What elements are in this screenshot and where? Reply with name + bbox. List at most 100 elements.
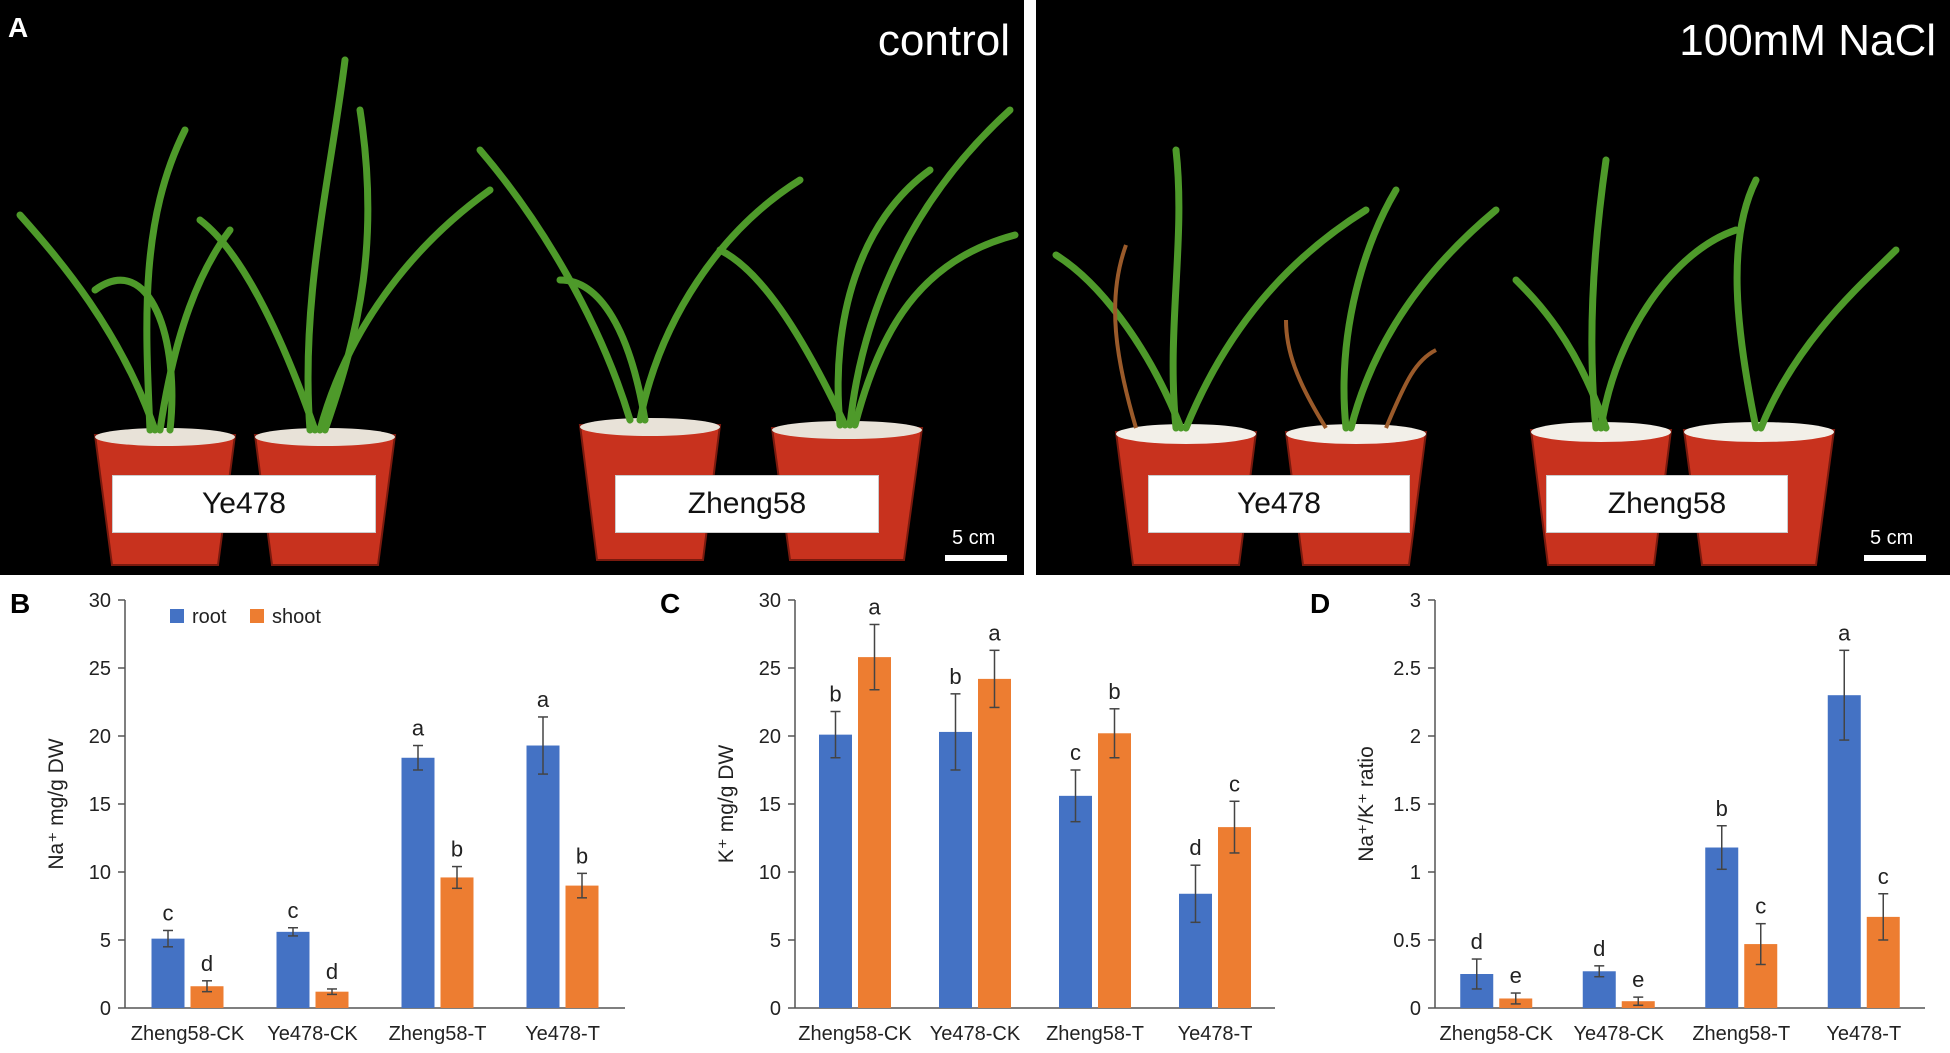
- x-tick-label: Zheng58-T: [1692, 1023, 1790, 1045]
- x-tick-label: Ye478-CK: [930, 1023, 1021, 1045]
- y-axis-label: K⁺ mg/g DW: [715, 745, 738, 864]
- significance-letter: b: [1716, 796, 1728, 821]
- significance-letter: c: [1229, 771, 1240, 796]
- significance-letter: b: [451, 837, 463, 862]
- legend-label-shoot: shoot: [272, 606, 321, 628]
- y-tick-label: 1.5: [1393, 794, 1421, 816]
- pot-label-ye478: Ye478: [112, 475, 376, 533]
- bar-root: [939, 731, 972, 1008]
- chart-b-svg: B 0 5 10 15 20 25 30 Na⁺ mg/g DW Zheng58-CK c d Ye47…: [10, 588, 625, 1045]
- significance-letter: a: [988, 620, 1001, 645]
- nacl-title: 100mM NaCl: [1679, 16, 1936, 65]
- scale-bar: [945, 555, 1007, 561]
- y-tick-label: 25: [89, 658, 111, 680]
- chart-c-svg: C 0 5 10 15 20 25 30 K⁺ mg/g DW Zheng58-CK b a Ye478…: [660, 588, 1275, 1045]
- chart-d-svg: D 0 0.5 1 1.5 2 2.5 3 Na⁺/K⁺ ratio Zheng58-CK d e Ye…: [1310, 588, 1925, 1045]
- x-tick-label: Zheng58-CK: [798, 1023, 912, 1045]
- bar-shoot: [1098, 733, 1131, 1008]
- significance-letter: a: [1838, 620, 1851, 645]
- y-tick-label: 15: [759, 794, 781, 816]
- panel-letter-b: B: [10, 588, 30, 619]
- bar-root: [1705, 847, 1739, 1008]
- y-tick-label: 20: [759, 726, 781, 748]
- significance-letter: a: [412, 716, 425, 741]
- y-axis-label: Na⁺ mg/g DW: [45, 738, 68, 869]
- scale-bar-label-nacl: 5 cm: [1870, 527, 1914, 549]
- chart-c: C 0 5 10 15 20 25 30 K⁺ mg/g DW Zheng58-CK b a Ye478…: [650, 575, 1300, 1053]
- bar-shoot: [1218, 827, 1251, 1008]
- photo-nacl: 100mM NaCl Ye478 Zheng58 5 cm: [1036, 0, 1950, 575]
- scale-bar-nacl: [1864, 555, 1926, 561]
- bar-shoot: [190, 986, 224, 1008]
- significance-letter: d: [201, 951, 213, 976]
- significance-letter: c: [288, 898, 299, 923]
- control-title: control: [877, 16, 1010, 65]
- y-tick-label: 5: [770, 930, 781, 952]
- y-tick-label: 15: [89, 794, 111, 816]
- significance-letter: a: [868, 594, 881, 619]
- y-tick-label: 0.5: [1393, 930, 1421, 952]
- bar-shoot: [315, 991, 349, 1008]
- pot-label-zheng58: Zheng58: [615, 475, 879, 533]
- y-tick-label: 30: [89, 590, 111, 612]
- significance-letter: c: [1878, 864, 1889, 889]
- significance-letter: b: [829, 682, 841, 707]
- bar-root: [151, 938, 185, 1008]
- bar-root: [819, 734, 852, 1008]
- significance-letter: d: [1471, 929, 1483, 954]
- significance-letter: b: [1108, 679, 1120, 704]
- significance-letter: d: [1593, 936, 1605, 961]
- x-tick-label: Zheng58-T: [1046, 1023, 1144, 1045]
- y-tick-label: 10: [759, 862, 781, 884]
- panel-letter-d: D: [1310, 588, 1330, 619]
- x-tick-label: Ye478-T: [1826, 1023, 1901, 1045]
- y-tick-label: 5: [100, 930, 111, 952]
- significance-letter: c: [163, 900, 174, 925]
- y-tick-label: 0: [1410, 998, 1421, 1020]
- y-tick-label: 1: [1410, 862, 1421, 884]
- x-tick-label: Ye478-CK: [1574, 1023, 1665, 1045]
- bar-root: [1827, 695, 1861, 1008]
- bar-root: [1059, 795, 1092, 1008]
- y-tick-label: 3: [1410, 590, 1421, 612]
- bar-root: [401, 757, 435, 1008]
- significance-letter: b: [576, 843, 588, 868]
- y-tick-label: 2.5: [1393, 658, 1421, 680]
- legend-swatch-shoot: [250, 609, 264, 623]
- significance-letter: c: [1070, 740, 1081, 765]
- bar-shoot: [565, 885, 599, 1008]
- legend-swatch-root: [170, 609, 184, 623]
- significance-letter: c: [1755, 894, 1766, 919]
- legend-label-root: root: [192, 606, 227, 628]
- x-tick-label: Ye478-T: [525, 1023, 600, 1045]
- chart-d: D 0 0.5 1 1.5 2 2.5 3 Na⁺/K⁺ ratio Zheng58-CK d e Ye…: [1300, 575, 1950, 1053]
- bar-shoot: [440, 877, 474, 1008]
- scale-bar-label: 5 cm: [952, 527, 996, 549]
- chart-b: B 0 5 10 15 20 25 30 Na⁺ mg/g DW Zheng58-CK c d Ye47…: [0, 575, 650, 1053]
- pot-label-zheng58-nacl: Zheng58: [1546, 475, 1788, 533]
- y-tick-label: 0: [770, 998, 781, 1020]
- y-tick-label: 10: [89, 862, 111, 884]
- significance-letter: b: [949, 664, 961, 689]
- significance-letter: d: [1189, 835, 1201, 860]
- significance-letter: a: [537, 687, 550, 712]
- y-tick-label: 30: [759, 590, 781, 612]
- pot-label-ye478-nacl: Ye478: [1148, 475, 1410, 533]
- photo-control: A control Ye478 Zheng58 5 cm: [0, 0, 1024, 575]
- significance-letter: e: [1632, 967, 1644, 992]
- x-tick-label: Ye478-CK: [267, 1023, 358, 1045]
- bar-shoot: [858, 657, 891, 1008]
- y-tick-label: 2: [1410, 726, 1421, 748]
- significance-letter: e: [1510, 963, 1522, 988]
- x-tick-label: Ye478-T: [1178, 1023, 1253, 1045]
- x-tick-label: Zheng58-T: [389, 1023, 487, 1045]
- panel-letter-c: C: [660, 588, 680, 619]
- bar-shoot: [978, 678, 1011, 1008]
- x-tick-label: Zheng58-CK: [131, 1023, 245, 1045]
- x-tick-label: Zheng58-CK: [1440, 1023, 1554, 1045]
- y-tick-label: 25: [759, 658, 781, 680]
- y-tick-label: 20: [89, 726, 111, 748]
- bar-root: [526, 745, 560, 1008]
- y-tick-label: 0: [100, 998, 111, 1020]
- y-axis-label: Na⁺/K⁺ ratio: [1355, 746, 1378, 862]
